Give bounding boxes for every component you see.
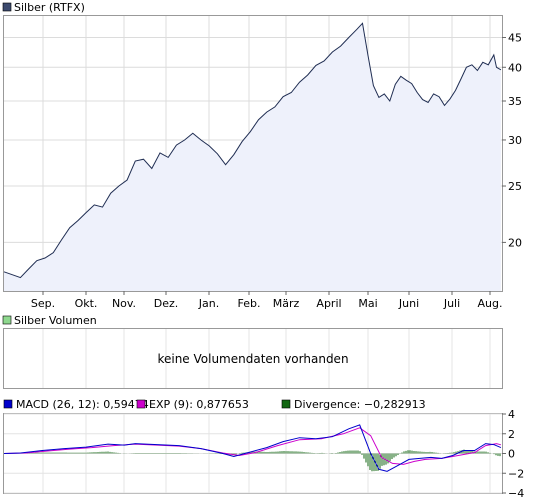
price-x-axis: Sep. Okt. Nov. Dez. Jan. Feb. März April Mai Juni… — [31, 291, 503, 310]
price-area — [4, 23, 501, 292]
price-x-tick-label: Nov. — [112, 297, 136, 310]
macd-y-tick-label: −2 — [508, 467, 524, 480]
macd-y-tick-label: 2 — [508, 428, 515, 441]
volume-grid — [42, 329, 491, 388]
price-y-tick-label: 35 — [508, 95, 522, 108]
price-x-tick-label: März — [273, 297, 300, 310]
macd-y-tick-label: −4 — [508, 487, 524, 500]
legend-volume: Silber Volumen — [14, 314, 97, 327]
price-x-tick-label: Aug. — [478, 297, 503, 310]
price-x-tick-label: Juli — [443, 297, 460, 310]
price-x-tick-label: Juni — [398, 297, 419, 310]
price-x-tick-label: Sep. — [31, 297, 55, 310]
macd-legend: MACD (26, 12): 0,59474 EXP (9): 0,877653 D… — [3, 398, 426, 411]
macd-legend-swatch — [3, 399, 13, 409]
no-volume-message: keine Volumendaten vorhanden — [157, 352, 348, 366]
price-x-tick-label: Dez. — [154, 297, 179, 310]
price-y-tick-label: 40 — [508, 61, 522, 74]
price-x-tick-label: Feb. — [238, 297, 261, 310]
price-y-tick-label: 30 — [508, 134, 522, 147]
price-line — [3, 22, 502, 279]
volume-panel-frame — [3, 328, 503, 389]
macd-y-axis: −4 −2 0 2 4 — [502, 408, 524, 500]
price-y-tick-label: 45 — [508, 32, 522, 45]
macd-legend-swatch — [136, 399, 146, 409]
price-x-tick-label: Mai — [358, 297, 377, 310]
legend-swatch-price — [2, 2, 12, 12]
macd-y-tick-label: 0 — [508, 448, 515, 461]
price-y-tick-label: 25 — [508, 180, 522, 193]
price-x-tick-label: Okt. — [75, 297, 98, 310]
legend-swatch-volume — [2, 315, 12, 325]
macd-legend-label: EXP (9): 0,877653 — [149, 398, 249, 411]
macd-legend-label: MACD (26, 12): 0,59474 — [16, 398, 149, 411]
legend-price: Silber (RTFX) — [14, 1, 85, 14]
price-x-tick-label: April — [316, 297, 341, 310]
macd-y-tick-label: 4 — [508, 408, 515, 421]
price-y-tick-label: 20 — [508, 236, 522, 249]
macd-line — [3, 424, 502, 472]
price-x-tick-label: Jan. — [198, 297, 219, 310]
macd-legend-label: Divergence: −0,282913 — [294, 398, 426, 411]
divergence-bars — [5, 449, 501, 472]
price-y-axis: 20 25 30 35 40 45 — [502, 32, 522, 249]
macd-legend-swatch — [281, 399, 291, 409]
